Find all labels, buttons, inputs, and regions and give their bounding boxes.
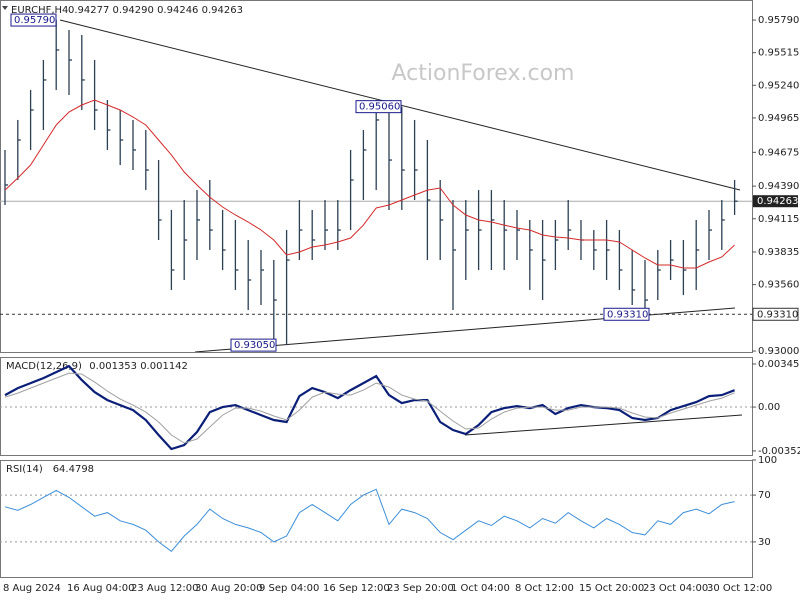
- y-tick-label: 0.00: [758, 402, 780, 413]
- support-label: 0.93310: [757, 309, 798, 320]
- annotation-label: 0.95060: [359, 102, 400, 113]
- x-tick-label: 30 Aug 20:00: [195, 583, 262, 594]
- panel-frame: [0, 357, 753, 456]
- panel-frame: [0, 460, 753, 578]
- x-tick-label: 30 Oct 12:00: [707, 583, 772, 594]
- x-tick-label: 8 Oct 12:00: [515, 583, 574, 594]
- y-tick-label: 0.94675: [758, 147, 799, 158]
- y-tick-label: 0.95240: [758, 80, 799, 91]
- panel-frame: [0, 0, 753, 353]
- y-tick-label: 0.003458: [758, 359, 800, 370]
- indicator-line: [4, 372, 735, 444]
- indicator-line: [4, 488, 735, 552]
- annotation-box: [10, 13, 57, 27]
- last-price-box: [753, 195, 798, 208]
- x-tick-label: 23 Sep 20:00: [387, 583, 454, 594]
- y-tick-label: 0.93835: [758, 247, 799, 258]
- x-tick-label: 9 Sep 04:00: [259, 583, 319, 594]
- x-tick-label: 23 Aug 12:00: [131, 583, 198, 594]
- y-tick-label: 0.95515: [758, 48, 799, 59]
- indicator-line: [4, 364, 735, 451]
- annotation-label: 0.95790: [14, 15, 55, 26]
- y-tick-label: 0.94390: [758, 181, 799, 192]
- y-tick-label: 0.93560: [758, 280, 799, 291]
- x-tick-label: 16 Aug 04:00: [67, 583, 134, 594]
- annotation-box: [230, 338, 277, 352]
- ohlc-readout: 0.94277 0.94290 0.94246 0.94263: [68, 5, 243, 16]
- x-tick-label: 16 Sep 12:00: [323, 583, 390, 594]
- y-tick-label: -0.003525: [758, 446, 800, 457]
- annotation-label: 0.93310: [607, 309, 648, 320]
- x-tick-label: 23 Oct 04:00: [643, 583, 708, 594]
- last-price-label: 0.94263: [757, 196, 798, 207]
- y-tick-label: 100: [758, 455, 777, 466]
- y-tick-label: 0.93000: [758, 346, 799, 357]
- indicator-title: MACD(12,26,9): [6, 361, 82, 372]
- x-tick-label: 15 Oct 20:00: [579, 583, 644, 594]
- indicator-readout: 0.001353 0.001142: [89, 361, 188, 372]
- y-tick-label: 70: [758, 490, 771, 501]
- y-tick-label: 0.94115: [758, 214, 799, 225]
- annotation-label: 0.93050: [234, 340, 275, 351]
- annotation-box: [355, 100, 402, 114]
- trend-line: [464, 414, 743, 436]
- moving-average: [4, 99, 735, 269]
- menu-icon: [2, 6, 8, 10]
- x-tick-label: 1 Oct 04:00: [451, 583, 510, 594]
- y-tick-label: 0.94965: [758, 113, 799, 124]
- y-tick-label: 30: [758, 537, 771, 548]
- indicator-readout: 64.4798: [53, 464, 94, 475]
- indicator-title: RSI(14): [6, 464, 43, 475]
- support-label-box: [752, 307, 799, 321]
- symbol-title: EURCHF,H4: [11, 5, 68, 16]
- watermark: ActionForex.com: [392, 61, 575, 86]
- annotation-box: [603, 307, 650, 321]
- x-tick-label: 8 Aug 2024: [3, 583, 61, 594]
- y-tick-label: 0.95790: [758, 15, 799, 26]
